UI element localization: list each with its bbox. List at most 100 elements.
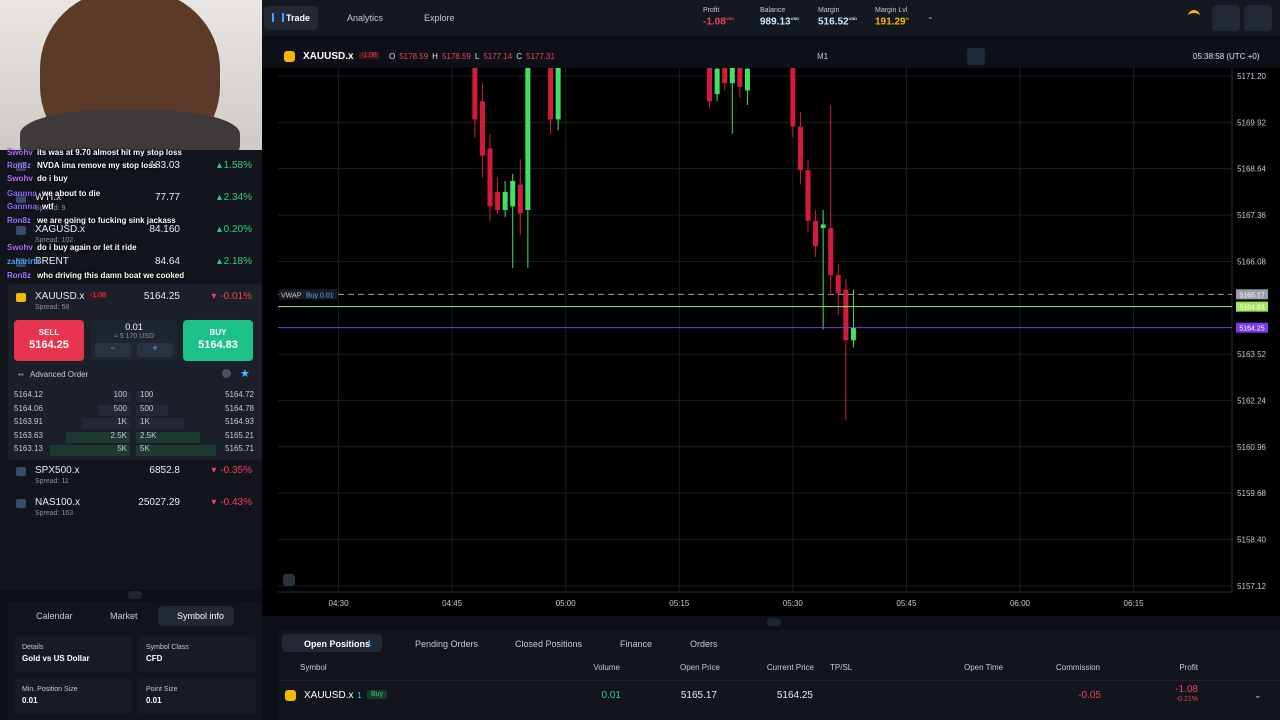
tool-active[interactable] [967, 48, 985, 65]
bid-depth [82, 418, 130, 429]
selected-symbol-bg [8, 284, 262, 460]
chat-user: Swohv [7, 243, 33, 252]
account-value: -1.08USD [703, 16, 735, 28]
positions-tab[interactable]: Orders [690, 639, 718, 649]
bid-volume: 500 [113, 403, 127, 413]
favorite-icon[interactable]: ★ [240, 368, 250, 380]
chat-message: we are going to fucking sink jackass [37, 216, 176, 225]
ohlc-label: O [389, 52, 396, 61]
ohlc-value: 5178.59 [399, 52, 429, 61]
position-profit-pct: -0.21% [1175, 696, 1198, 703]
notifications-button[interactable] [1212, 5, 1240, 31]
info-label: Symbol Class [146, 644, 189, 651]
chat-user: Swohv [7, 148, 33, 157]
info-tab[interactable]: Market [110, 611, 138, 621]
reset-chart[interactable] [283, 574, 295, 586]
change-arrow: ▴ [216, 160, 222, 171]
panel-resizer[interactable] [767, 618, 781, 626]
y-tick-label: 5157.12 [1237, 582, 1266, 591]
symbol-spread: Spread: 163 [35, 510, 74, 517]
symbol-flag [16, 194, 26, 203]
change-arrow: ▴ [216, 256, 222, 267]
symbol-name[interactable]: NAS100.x [35, 497, 81, 508]
expand-row[interactable]: ⌄ [1254, 690, 1262, 700]
active-info-tab-bg [158, 606, 234, 626]
decrease-volume[interactable]: − [95, 343, 131, 357]
symbol-flag [16, 467, 26, 476]
increase-volume[interactable]: + [137, 343, 173, 357]
info-tab[interactable]: Symbol info [177, 611, 225, 621]
symbol-name[interactable]: XAGUSD.x [35, 224, 86, 235]
info-icon[interactable] [222, 369, 231, 378]
profile-button[interactable] [1244, 5, 1272, 31]
volume-value[interactable]: 0.01 [125, 322, 143, 332]
panel-resizer[interactable] [128, 591, 142, 599]
ohlc-label: L [474, 52, 480, 61]
positions-tab[interactable]: Open Positions [304, 639, 371, 649]
symbol-change: 0.20% [223, 224, 252, 235]
symbol-badge: -1.08 [88, 292, 108, 299]
chart-symbol[interactable]: XAUUSD.x [303, 51, 354, 62]
price-tag: 5164.25 [1239, 326, 1264, 333]
vwap-label: VWAP [281, 292, 302, 299]
chat-message: wtf [42, 202, 54, 211]
bid-price: 5164.06 [14, 403, 43, 413]
symbol-flag [16, 162, 26, 171]
change-arrow: ▴ [216, 224, 222, 235]
info-label: Point Size [146, 686, 178, 693]
symbol-name[interactable]: WTI.x [35, 192, 62, 203]
info-label: Min. Position Size [22, 686, 78, 693]
ask-volume: 5K [140, 444, 150, 453]
price-tag-bg [1236, 301, 1268, 312]
symbol-name[interactable]: SPX500.x [35, 465, 80, 476]
info-card [14, 636, 132, 672]
active-positions-tab-bg [282, 634, 382, 652]
symbol-price: 25027.29 [138, 497, 180, 508]
nav-tab[interactable]: Explore [424, 13, 455, 23]
buy-button[interactable] [183, 320, 253, 361]
ask-price: 5165.21 [225, 430, 254, 440]
positions-tab[interactable]: Closed Positions [515, 639, 583, 649]
timeframe[interactable]: M1 [817, 52, 829, 61]
symbol-name[interactable]: XAUUSD.x [35, 291, 85, 302]
candle-body [729, 68, 735, 84]
chart-bg [262, 44, 1280, 616]
nav-tab[interactable]: Trade [286, 13, 311, 23]
bid-depth [66, 431, 130, 443]
candle-body [714, 68, 720, 95]
dropdown-icon[interactable]: ⌄ [927, 12, 934, 21]
positions-tab[interactable]: Pending Orders [415, 639, 479, 649]
symbol-price: 84.160 [149, 224, 180, 235]
column-header: Open Time [964, 663, 1004, 672]
overlay: 5165.17 5164.83 5164.25 VWAP Buy 0.01 [278, 289, 1268, 333]
sell-button[interactable] [14, 320, 84, 361]
symbol-spread: Spread: 102 [35, 237, 74, 244]
symbol-name[interactable]: BRENT [35, 256, 69, 267]
candle-body [797, 126, 803, 171]
symbol-flag [16, 293, 26, 302]
candle-body [850, 327, 856, 341]
nav-tab[interactable]: Analytics [347, 13, 384, 23]
chat-user: Ron8z [7, 271, 31, 280]
account-label: Margin Lvl [875, 7, 908, 14]
info-value: CFD [146, 654, 163, 663]
position-symbol[interactable]: XAUUSD.x [304, 690, 354, 701]
account-label: Margin [818, 7, 840, 14]
x-tick-label: 06:00 [1010, 599, 1031, 608]
info-label: Details [22, 644, 44, 651]
chart-change: -1.08 [359, 52, 379, 59]
advanced-order[interactable]: Advanced Order [30, 370, 89, 379]
ask-price: 5164.78 [225, 403, 254, 413]
symbol-price: 77.77 [154, 192, 180, 203]
candle-body [502, 191, 508, 210]
info-tab[interactable]: Calendar [36, 611, 73, 621]
price-tag-bg [1236, 289, 1268, 300]
x-tick-label: 04:45 [442, 599, 463, 608]
y-tick-label: 5169.92 [1237, 118, 1266, 127]
info-card [14, 678, 132, 714]
positions-tab[interactable]: Finance [620, 639, 653, 649]
chat-message: who driving this damn boat we cooked [37, 271, 185, 280]
candle-body [813, 220, 819, 247]
account-value: 516.52USD [818, 16, 858, 28]
